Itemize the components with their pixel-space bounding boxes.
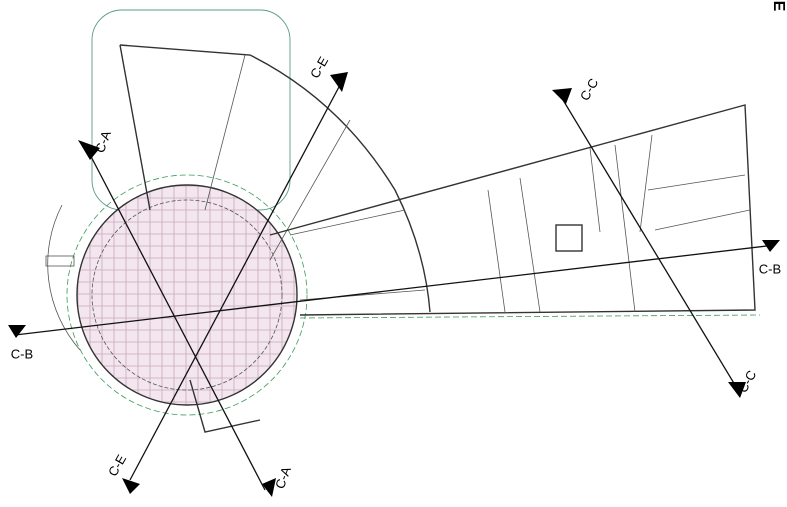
section-c-a: C-A C-A xyxy=(78,128,294,497)
section-label: C-E xyxy=(307,54,331,81)
fan-left-wall xyxy=(119,44,151,211)
rotunda-outer-line xyxy=(66,174,308,416)
outer-arc xyxy=(47,204,81,351)
upper-enclosure xyxy=(91,9,291,211)
wing-outline xyxy=(299,314,761,319)
entry xyxy=(189,379,261,433)
section-label: C-E xyxy=(105,452,129,479)
section-label: C-A xyxy=(92,128,114,154)
rotunda xyxy=(76,184,298,406)
shaft xyxy=(555,224,583,252)
section-label: C-B xyxy=(759,261,781,276)
stair xyxy=(45,255,75,267)
section-label: C-C xyxy=(577,76,602,104)
section-label: C-A xyxy=(272,464,294,490)
wing-partitions xyxy=(487,134,751,313)
fan-outer-wall xyxy=(119,44,431,313)
section-label: C-B xyxy=(11,346,33,361)
wing-walls xyxy=(269,104,756,316)
fan-partitions xyxy=(204,54,426,301)
section-c-b: C-B C-B xyxy=(8,240,781,361)
rotunda-inner xyxy=(91,199,283,391)
section-c-c: C-C C-C xyxy=(552,76,759,398)
corner-mark: E xyxy=(770,1,787,12)
